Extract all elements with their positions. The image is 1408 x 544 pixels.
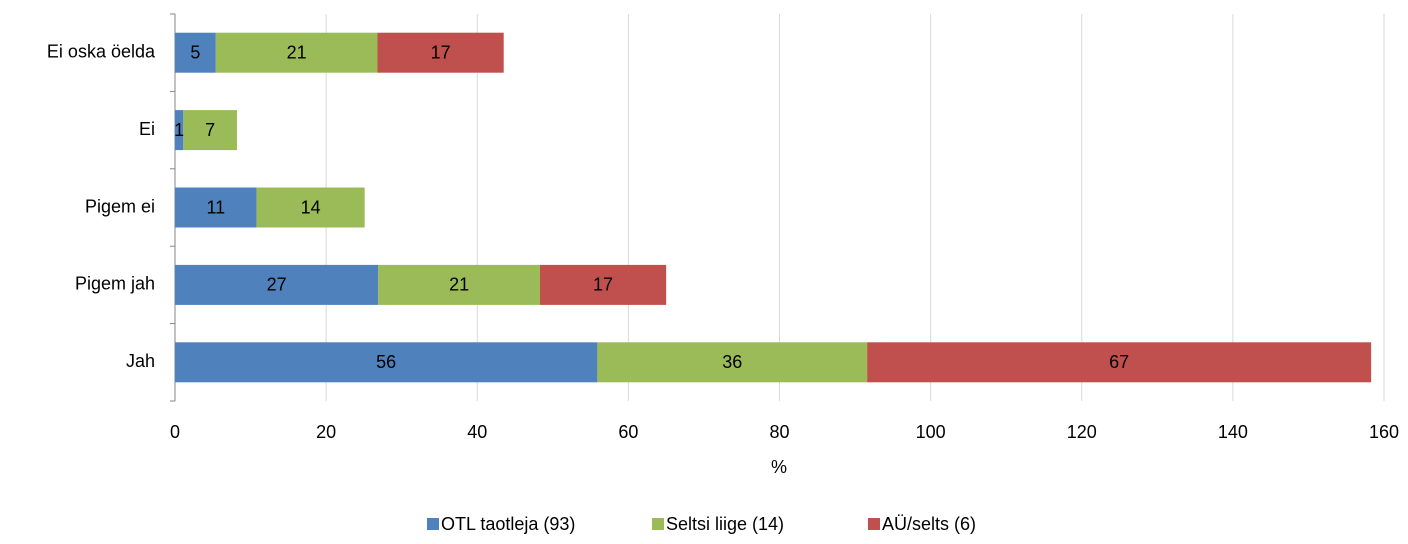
y-tick-label: Jah [126, 351, 155, 371]
legend-swatch [427, 518, 439, 530]
data-label: 21 [449, 275, 469, 295]
x-tick-label: 140 [1218, 422, 1248, 442]
x-tick-label: 60 [618, 422, 638, 442]
data-label: 17 [593, 275, 613, 295]
data-label: 21 [287, 42, 307, 62]
bar-segment [215, 32, 378, 73]
bar-segment [183, 110, 237, 151]
x-tick-label: 40 [467, 422, 487, 442]
bar-segment [378, 264, 540, 305]
data-label: 17 [431, 42, 451, 62]
data-label: 14 [301, 197, 321, 217]
data-label: 7 [205, 120, 215, 140]
bar-segment [539, 264, 667, 305]
bar-segment [175, 342, 598, 383]
data-label: 11 [206, 197, 225, 217]
x-tick-label: 160 [1369, 422, 1399, 442]
data-label: 56 [376, 352, 396, 372]
bar-segment [175, 187, 257, 228]
x-tick-label: 20 [316, 422, 336, 442]
data-label: 27 [267, 275, 287, 295]
bar-segment [175, 264, 379, 305]
x-tick-label: 80 [769, 422, 789, 442]
y-tick-label: Pigem ei [85, 196, 155, 216]
y-tick-label: Ei oska öelda [47, 41, 156, 61]
data-label: 1 [174, 120, 184, 140]
y-tick-label: Ei [139, 119, 155, 139]
data-label: 67 [1109, 352, 1129, 372]
bar-segment [256, 187, 365, 228]
y-tick-label: Pigem jah [75, 274, 155, 294]
data-label: 36 [722, 352, 742, 372]
x-axis-label: % [771, 457, 787, 477]
legend-label: AÜ/selts (6) [882, 514, 976, 534]
bar-segment [867, 342, 1372, 383]
x-tick-label: 120 [1067, 422, 1097, 442]
data-label: 5 [190, 42, 200, 62]
legend-swatch [652, 518, 664, 530]
bar-segment [377, 32, 504, 73]
x-tick-label: 0 [170, 422, 180, 442]
x-tick-label: 100 [916, 422, 946, 442]
bar-segment [597, 342, 868, 383]
legend-label: Seltsi liige (14) [666, 514, 784, 534]
legend-swatch [868, 518, 880, 530]
legend-label: OTL taotleja (93) [441, 514, 575, 534]
bar-segment [175, 110, 184, 151]
bar-segment [175, 32, 216, 73]
